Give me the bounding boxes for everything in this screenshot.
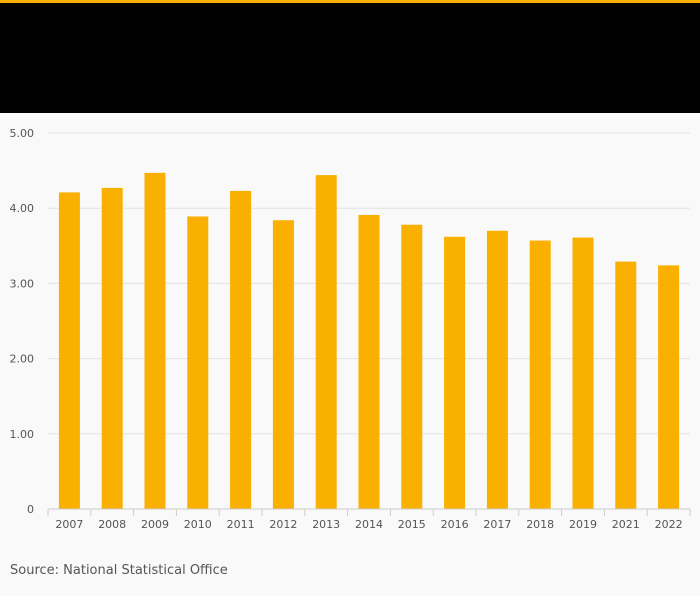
x-tick-label: 2007	[55, 518, 83, 531]
y-tick-label: 0	[27, 503, 34, 516]
top-accent-bar	[0, 0, 700, 3]
bar-2009	[144, 172, 166, 509]
x-tick-label: 2011	[227, 518, 255, 531]
x-tick-label: 2015	[398, 518, 426, 531]
bar-2018	[529, 240, 551, 509]
x-tick-label: 2009	[141, 518, 169, 531]
header-band	[0, 3, 700, 113]
x-tick-label: 2014	[355, 518, 383, 531]
x-tick-label: 2019	[569, 518, 597, 531]
y-tick-label: 5.00	[10, 127, 35, 140]
bar-2019	[572, 237, 594, 509]
bar-2015	[401, 224, 423, 509]
x-tick-label: 2008	[98, 518, 126, 531]
bar-2012	[272, 220, 294, 509]
x-tick-label: 2013	[312, 518, 340, 531]
x-axis-tick-labels: 2007 2008 2009 2010 2011 2012 2013 2014 2015 2016…	[55, 518, 682, 531]
bar-2022	[658, 265, 680, 509]
source-note: Source: National Statistical Office	[10, 563, 228, 578]
y-tick-label: 4.00	[10, 202, 35, 215]
x-tick-label: 2016	[441, 518, 469, 531]
bar-2016	[444, 236, 466, 509]
x-tick-label: 2022	[655, 518, 683, 531]
y-tick-label: 3.00	[10, 277, 35, 290]
y-axis-tick-labels: 0 1.00 2.00 3.00 4.00 5.00	[10, 127, 35, 516]
bar-2014	[358, 214, 380, 509]
x-tick-label: 2010	[184, 518, 212, 531]
bar-2010	[187, 216, 209, 510]
bar-2011	[230, 190, 252, 509]
bar-2013	[315, 175, 337, 509]
chart-area: 0 1.00 2.00 3.00 4.00 5.00 2007 2008 2009 2010 20…	[0, 113, 700, 543]
bar-2021	[615, 261, 637, 509]
x-tick-label: 2018	[526, 518, 554, 531]
bar-2008	[101, 187, 123, 509]
bars	[58, 172, 680, 510]
x-axis	[47, 508, 691, 516]
bar-chart: 01.002.003.004.005.00 2007 2008 2009 2010 20…	[10, 127, 691, 531]
x-tick-label: 2021	[612, 518, 640, 531]
y-tick-label: 2.00	[10, 353, 35, 366]
x-tick-label: 2017	[483, 518, 511, 531]
x-tick-label: 2012	[269, 518, 297, 531]
bar-2007	[58, 192, 80, 509]
bar-2017	[486, 230, 508, 509]
y-tick-label: 1.00	[10, 428, 35, 441]
